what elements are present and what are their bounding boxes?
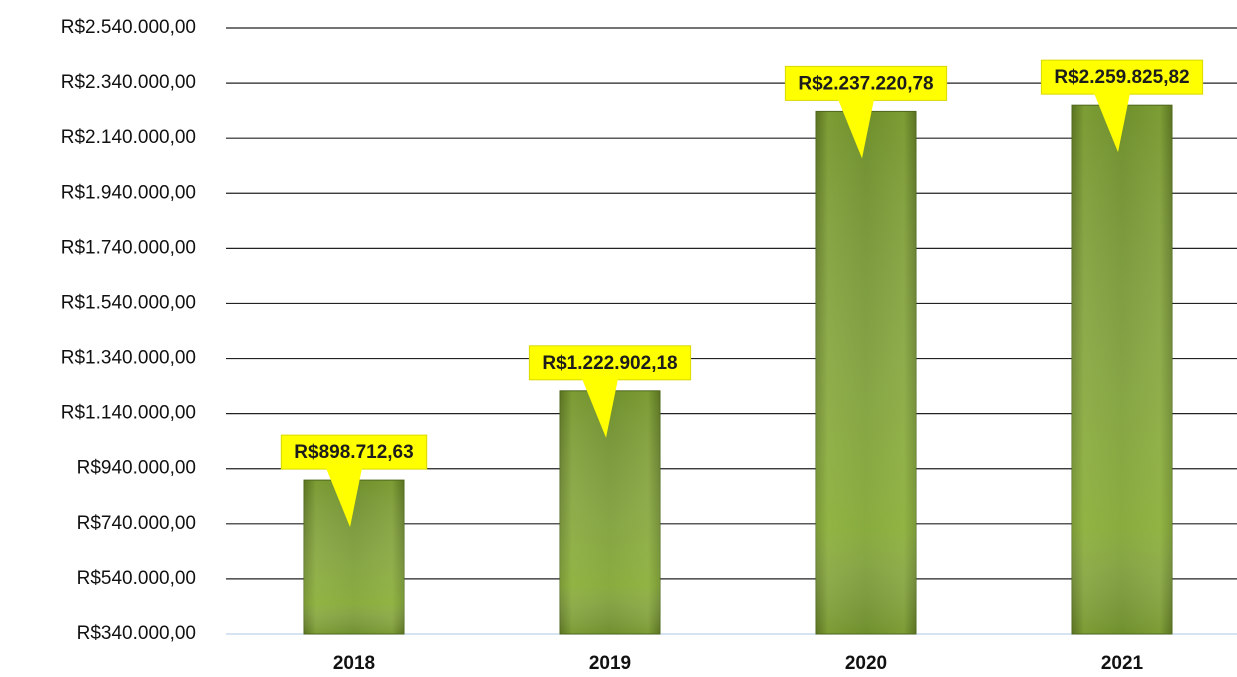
y-tick-label: R$2.540.000,00 xyxy=(61,17,196,38)
y-tick-label: R$1.140.000,00 xyxy=(61,403,196,424)
x-tick-label: 2018 xyxy=(333,653,375,674)
y-tick-label: R$2.140.000,00 xyxy=(61,127,196,148)
bar-shine xyxy=(1072,105,1172,635)
x-tick-label: 2021 xyxy=(1101,653,1144,674)
bar-group xyxy=(1071,104,1173,635)
x-tick-label: 2019 xyxy=(589,653,631,674)
y-tick-label: R$1.940.000,00 xyxy=(61,182,196,203)
value-label-pointer xyxy=(838,99,874,159)
value-label-pointer xyxy=(582,378,618,438)
value-label-pointer xyxy=(1094,93,1130,153)
x-tick-label: 2020 xyxy=(845,653,887,674)
y-tick-label: R$740.000,00 xyxy=(77,513,196,534)
value-label-box xyxy=(528,345,692,381)
bar-shine xyxy=(560,390,660,634)
value-label-box xyxy=(1040,59,1204,95)
y-tick-label: R$2.340.000,00 xyxy=(61,72,196,93)
bar-group xyxy=(815,110,917,635)
value-label: R$1.222.902,18 xyxy=(542,353,677,374)
y-tick-label: R$940.000,00 xyxy=(77,458,196,479)
value-label: R$898.712,63 xyxy=(294,442,413,463)
y-tick-label: R$1.340.000,00 xyxy=(61,348,196,369)
value-label-pointer xyxy=(326,468,362,528)
y-tick-label: R$1.540.000,00 xyxy=(61,292,196,313)
y-tick-label: R$1.740.000,00 xyxy=(61,237,196,258)
value-label: R$2.259.825,82 xyxy=(1054,67,1189,88)
value-label-box xyxy=(784,65,948,101)
y-tick-label: R$540.000,00 xyxy=(77,568,196,589)
bar-shine xyxy=(816,111,916,634)
y-tick-label: R$340.000,00 xyxy=(77,623,196,644)
value-label: R$2.237.220,78 xyxy=(798,73,933,94)
bar-group xyxy=(559,390,661,635)
